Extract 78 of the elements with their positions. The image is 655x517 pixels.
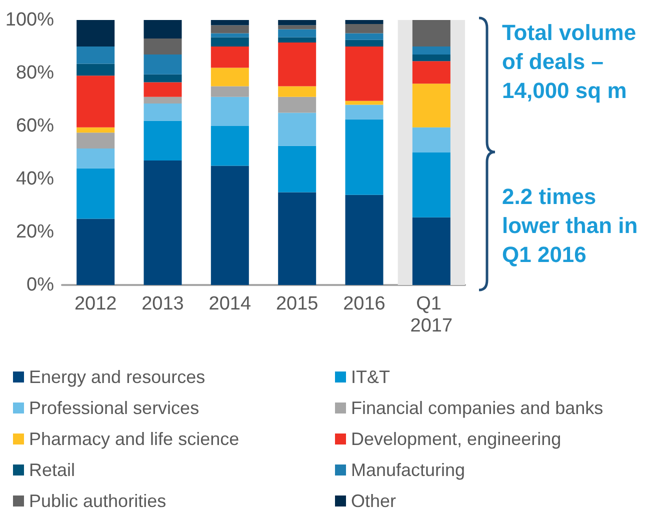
x-tick-label: 2015	[276, 294, 318, 314]
x-tick-label: Q1 2017	[410, 294, 453, 336]
y-tick-label: 80%	[16, 62, 54, 84]
bar	[278, 37, 316, 43]
legend-label: IT&T	[351, 367, 390, 387]
bar	[278, 96, 316, 113]
bar	[345, 40, 384, 46]
bar	[210, 96, 249, 126]
bar	[412, 54, 450, 62]
bar	[345, 24, 384, 34]
y-tick-label: 40%	[16, 168, 54, 190]
x-tick-label: 2014	[208, 294, 252, 314]
bar	[278, 146, 316, 192]
bar	[144, 74, 182, 82]
legend-label: Energy and resources	[29, 367, 206, 387]
bar	[345, 119, 384, 195]
bar	[210, 37, 249, 46]
y-tick-label: 0%	[26, 274, 54, 296]
bar	[412, 84, 450, 128]
bar	[144, 103, 182, 121]
bar	[412, 46, 450, 54]
legend-label: Manufacturing	[351, 460, 466, 480]
bar	[210, 46, 249, 68]
bar	[345, 46, 384, 101]
bar	[210, 126, 249, 166]
bar	[76, 168, 115, 219]
y-tick-label: 100%	[5, 10, 54, 30]
bar	[345, 100, 384, 105]
bar	[210, 20, 249, 26]
bar	[76, 218, 115, 285]
bar	[76, 20, 115, 46]
text: 2.2 times lower than in Q1 2016	[502, 183, 639, 269]
bar	[345, 33, 384, 40]
bar	[278, 25, 316, 30]
bar	[210, 166, 249, 285]
bar	[144, 38, 182, 54]
bar	[412, 61, 450, 84]
bar	[412, 20, 450, 46]
legend-label: Development, engineering	[351, 429, 562, 449]
text: Total volume of deals – 14,000 sq m	[502, 19, 638, 105]
bar	[76, 64, 115, 76]
x-tick-label: 2012	[74, 294, 117, 314]
bar	[210, 25, 249, 34]
bar	[412, 217, 450, 285]
legend-label: Pharmacy and life science	[29, 429, 240, 449]
bar	[76, 76, 115, 128]
y-tick-label: 60%	[16, 116, 54, 136]
bar	[144, 82, 182, 97]
bar	[210, 86, 249, 97]
y-tick-label: 20%	[16, 222, 54, 242]
bar	[144, 20, 182, 39]
bar	[278, 192, 316, 285]
bar	[144, 54, 182, 74]
bar	[278, 29, 316, 38]
bar	[278, 42, 316, 86]
legend-label: Other	[351, 491, 396, 511]
bar	[345, 194, 384, 285]
bar	[278, 112, 316, 146]
bar	[144, 96, 182, 104]
bar	[76, 46, 115, 64]
legend-label: Financial companies and banks	[351, 398, 604, 418]
bar	[76, 132, 115, 149]
bar	[144, 120, 182, 160]
bar	[412, 152, 450, 218]
bar	[278, 20, 316, 26]
bar	[210, 68, 249, 86]
bar	[144, 160, 182, 285]
legend-label: Public authorities	[29, 491, 166, 511]
bar	[345, 104, 384, 120]
x-tick-label: 2013	[142, 294, 184, 314]
legend-label: Retail	[29, 460, 76, 480]
x-tick-label: 2016	[343, 294, 386, 314]
bar	[76, 148, 115, 168]
legend-label: Professional services	[29, 398, 200, 418]
bar	[76, 127, 115, 133]
bar	[345, 20, 384, 24]
bar	[278, 86, 316, 97]
bar	[412, 127, 450, 152]
